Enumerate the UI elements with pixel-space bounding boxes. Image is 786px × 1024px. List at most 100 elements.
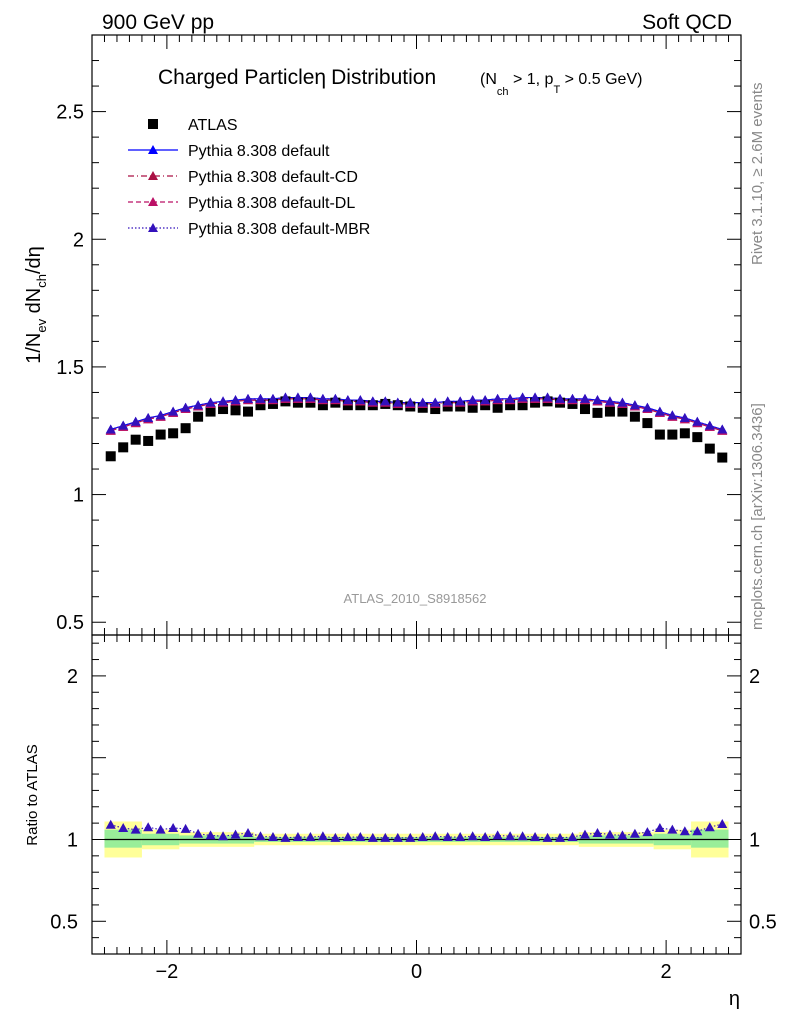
ratio-point bbox=[505, 831, 516, 841]
ratio-point bbox=[467, 831, 478, 841]
mc-point-4 bbox=[455, 396, 466, 406]
header-right: Soft QCD bbox=[642, 11, 732, 34]
main-ytick-label: 0.5 bbox=[56, 612, 84, 634]
mc-point-4 bbox=[679, 412, 690, 422]
atlas-point bbox=[579, 404, 590, 415]
atlas-point bbox=[130, 434, 141, 445]
mc-point-4 bbox=[105, 424, 116, 434]
ratio-ytick-label: 2 bbox=[67, 666, 78, 688]
atlas-point bbox=[193, 411, 204, 422]
mc-point-4 bbox=[417, 397, 428, 407]
atlas-point bbox=[218, 404, 229, 415]
ratio-point bbox=[617, 830, 628, 840]
atlas-point bbox=[467, 402, 478, 413]
ratio-point bbox=[230, 829, 241, 839]
x-tick-label: 0 bbox=[411, 961, 422, 983]
atlas-point bbox=[642, 418, 653, 429]
main-title-eta: η bbox=[314, 66, 326, 89]
mc-point-4 bbox=[492, 393, 503, 403]
mc-point-4 bbox=[517, 392, 528, 402]
main-ylabel: 1/Nev dNch/dη bbox=[23, 246, 49, 364]
legend-label: Pythia 8.308 default-CD bbox=[188, 169, 358, 186]
mc-point-4 bbox=[542, 392, 553, 402]
ratio-point bbox=[330, 832, 341, 842]
ratio-point bbox=[417, 832, 428, 842]
ratio-point bbox=[542, 832, 553, 842]
ratio-point bbox=[168, 823, 179, 833]
ratio-point bbox=[405, 832, 416, 842]
legend-marker bbox=[148, 197, 158, 206]
atlas-point bbox=[205, 406, 216, 417]
main-ytick-label: 1 bbox=[73, 485, 84, 507]
ratio-point bbox=[579, 829, 590, 839]
mcplots-label: mcplots.cern.ch [arXiv:1306.3436] bbox=[749, 403, 766, 630]
atlas-point bbox=[505, 400, 516, 411]
legend: ATLAS Pythia 8.308 default Pythia 8.308 de… bbox=[128, 117, 370, 238]
ratio-point bbox=[130, 824, 141, 834]
atlas-point bbox=[430, 404, 441, 415]
main-ytick-label: 2 bbox=[73, 229, 84, 251]
ratio-point bbox=[642, 827, 653, 837]
x-axis-label: η bbox=[729, 988, 740, 1010]
ratio-point bbox=[629, 828, 640, 838]
legend-marker bbox=[148, 223, 158, 232]
mc-point-4 bbox=[205, 397, 216, 407]
ratio-point bbox=[492, 830, 503, 840]
legend-marker bbox=[148, 119, 158, 129]
mc-point-4 bbox=[280, 392, 291, 402]
mc-point-4 bbox=[330, 393, 341, 403]
atlas-point bbox=[679, 428, 690, 439]
ratio-line bbox=[110, 823, 723, 839]
ratio-point bbox=[155, 824, 166, 834]
ratio-point bbox=[567, 832, 578, 842]
ratio-point bbox=[193, 828, 204, 838]
ratio-point bbox=[367, 832, 378, 842]
atlas-point bbox=[692, 432, 703, 443]
mc-point-4 bbox=[243, 393, 254, 403]
atlas-point bbox=[592, 407, 603, 418]
atlas-point bbox=[517, 400, 528, 411]
mc-point-4 bbox=[604, 396, 615, 406]
ratio-point bbox=[692, 826, 703, 836]
mc-point-4 bbox=[530, 392, 541, 402]
ratio-point bbox=[243, 827, 254, 837]
legend-marker bbox=[148, 145, 158, 154]
ratio-point bbox=[530, 832, 541, 842]
ratio-point bbox=[717, 818, 728, 828]
mc-point-4 bbox=[642, 402, 653, 412]
atlas-point bbox=[143, 435, 154, 446]
ratio-point bbox=[555, 832, 566, 842]
ratio-point bbox=[180, 823, 191, 833]
ratio-frame bbox=[91, 634, 742, 955]
mc-point-4 bbox=[193, 400, 204, 410]
ratio-point bbox=[480, 832, 491, 842]
mc-point-4 bbox=[717, 424, 728, 434]
ratio-point bbox=[105, 819, 116, 829]
x-tick-label: −2 bbox=[155, 961, 178, 983]
mc-point-4 bbox=[168, 406, 179, 416]
legend-label: Pythia 8.308 default-DL bbox=[188, 195, 355, 212]
atlas-point bbox=[604, 406, 615, 417]
main-title-suffix: Distribution bbox=[331, 66, 436, 89]
ratio-point bbox=[143, 822, 154, 832]
mc-point-4 bbox=[579, 393, 590, 403]
atlas-point bbox=[230, 405, 241, 416]
ratio-point bbox=[205, 830, 216, 840]
atlas-point bbox=[654, 429, 665, 440]
atlas-point bbox=[168, 428, 179, 439]
ratio-ytick-label: 0.5 bbox=[50, 911, 78, 933]
ratio-point bbox=[604, 829, 615, 839]
mc-point-4 bbox=[704, 420, 715, 430]
mc-point-4 bbox=[267, 393, 278, 403]
mc-point-4 bbox=[380, 396, 391, 406]
mc-point-4 bbox=[405, 397, 416, 407]
mc-point-4 bbox=[180, 402, 191, 412]
main-panel: 0.5 1 1.5 2 2.5 ATLAS_2010_S8918562 Charged … bbox=[23, 34, 742, 636]
atlas-point bbox=[629, 411, 640, 422]
mc-point-4 bbox=[255, 393, 266, 403]
mc-point-4 bbox=[218, 396, 229, 406]
mc-point-4 bbox=[592, 395, 603, 405]
ratio-point bbox=[317, 831, 328, 841]
ratio-point bbox=[305, 832, 316, 842]
